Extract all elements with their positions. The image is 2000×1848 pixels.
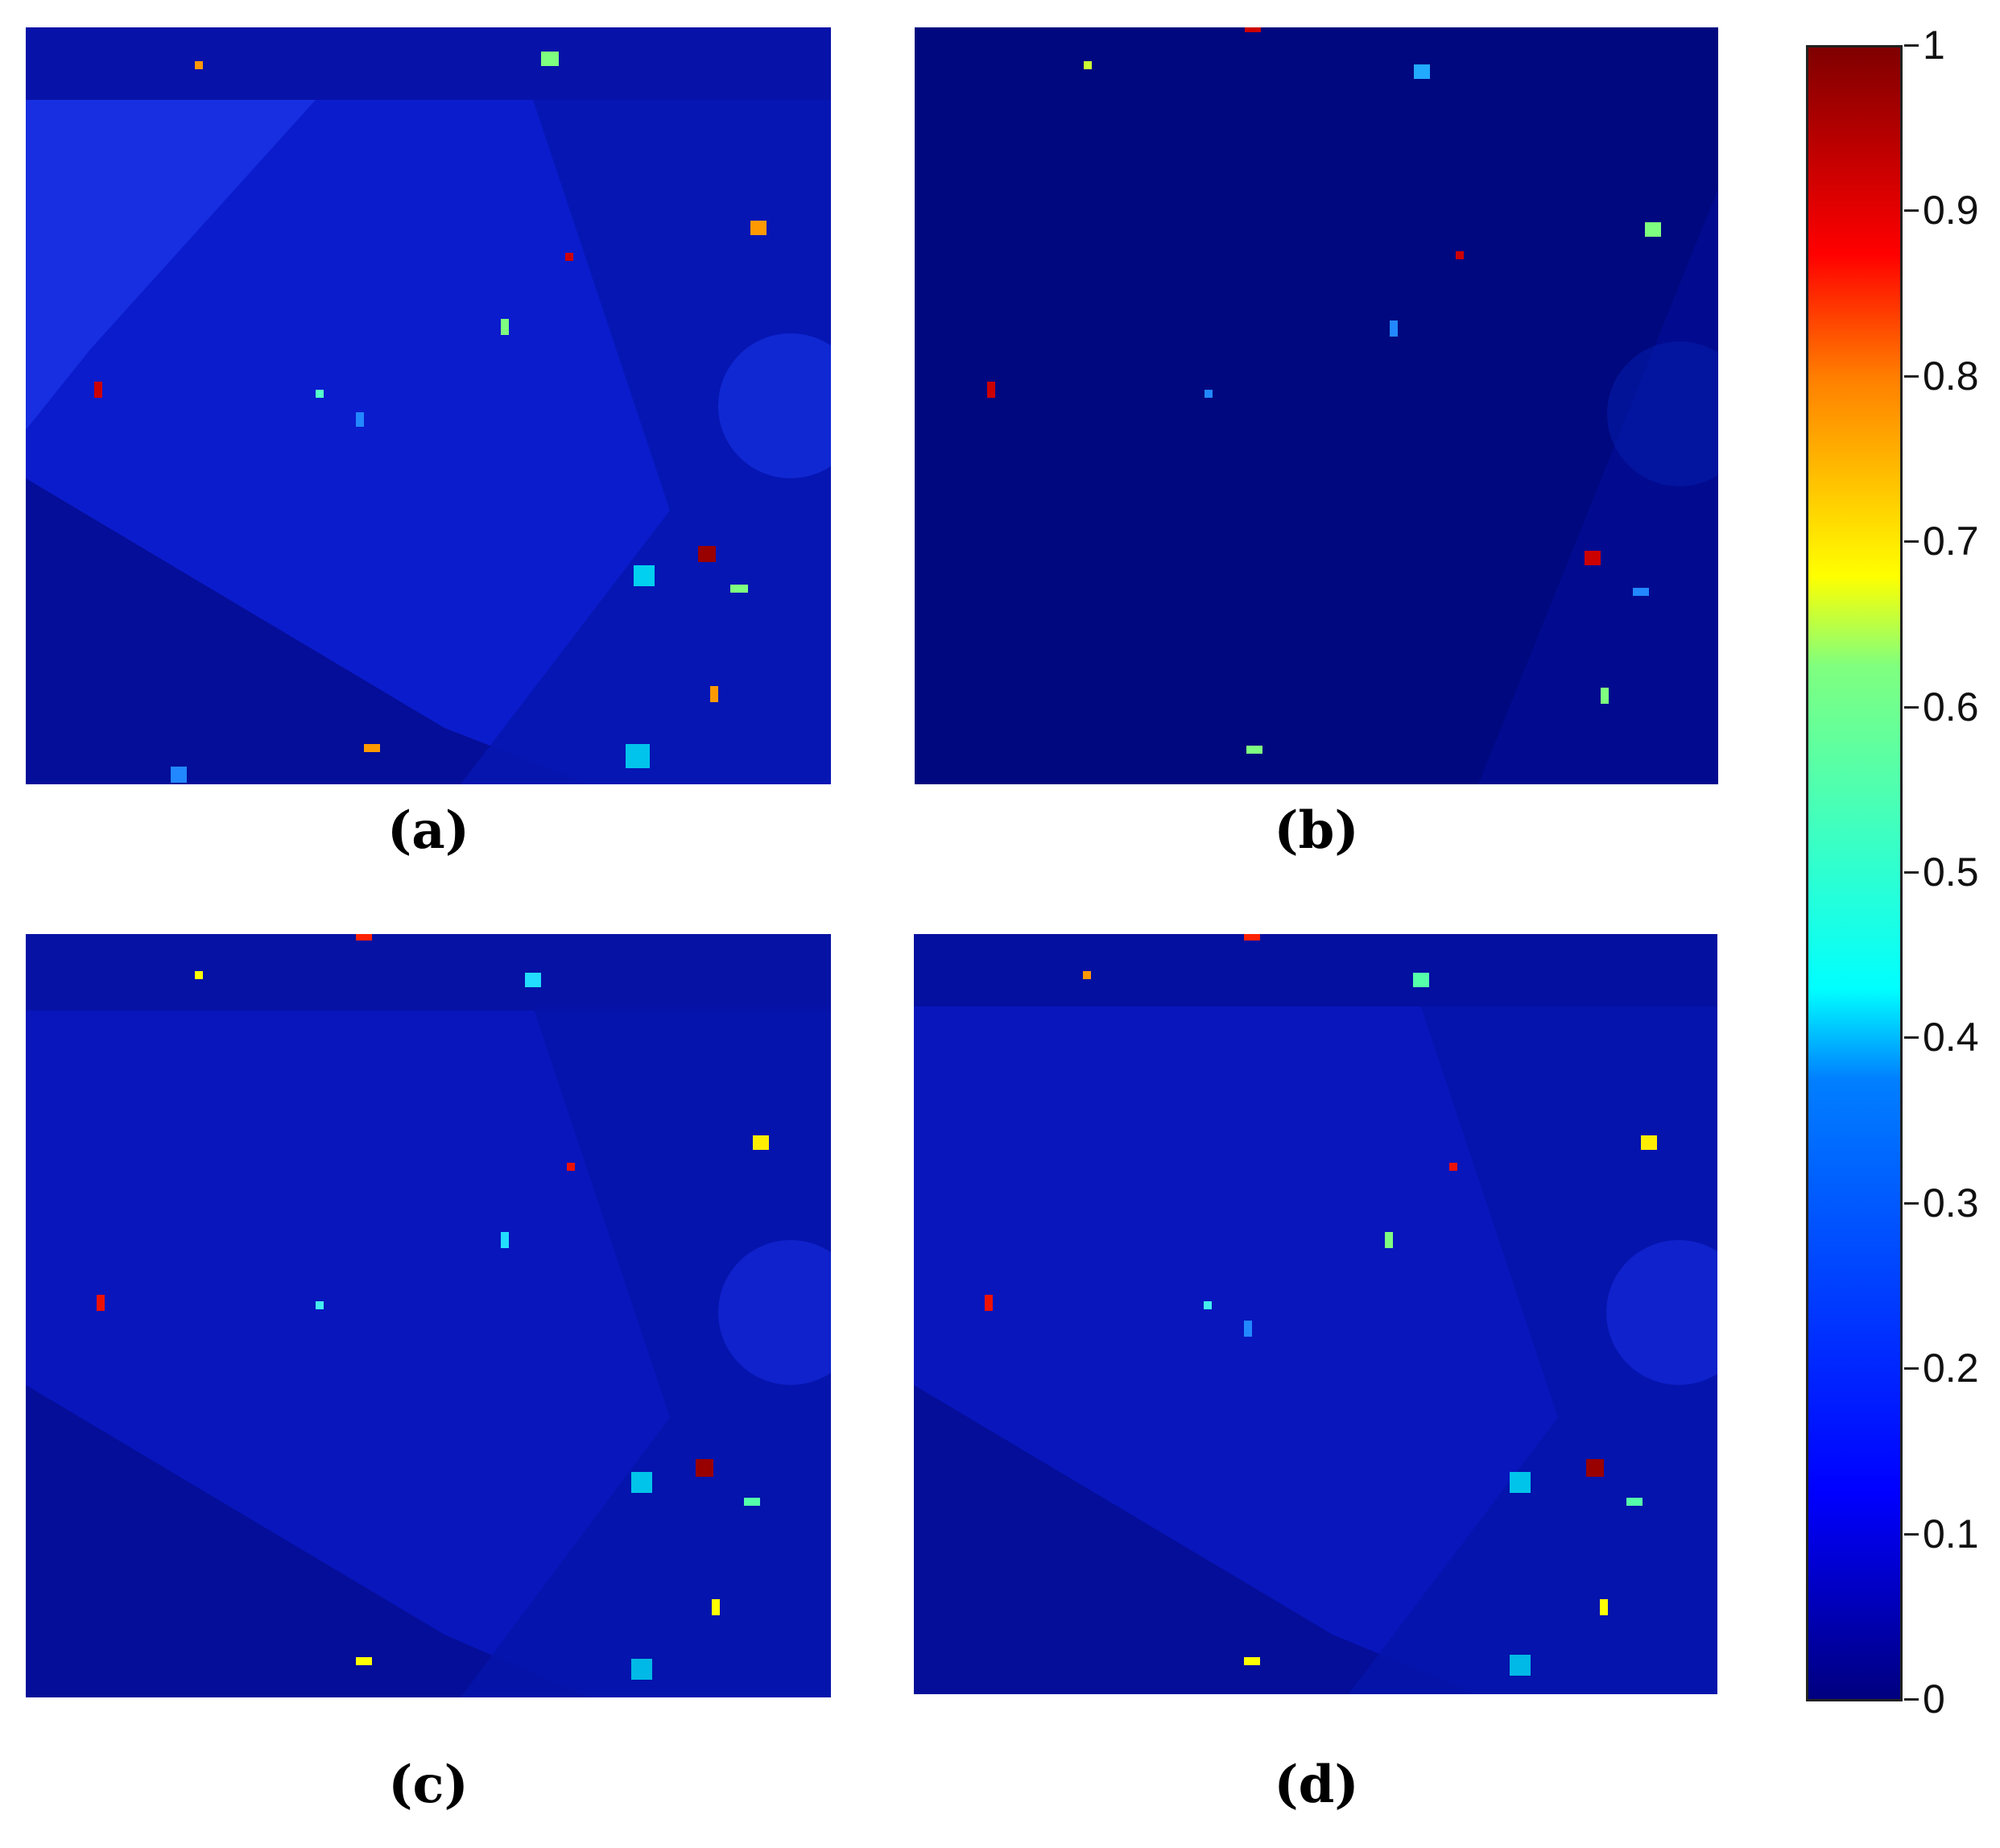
- colorbar-tick-label: 0: [1923, 1676, 1945, 1722]
- colorbar-tick-mark: [1904, 705, 1919, 709]
- colorbar-tick-mark: [1904, 374, 1919, 378]
- colorbar-tick-mark: [1904, 1201, 1919, 1205]
- colorbar-tick-label: 0.6: [1923, 684, 1979, 730]
- colorbar-tick-mark: [1904, 540, 1919, 544]
- colorbar-tick-label: 0.4: [1923, 1015, 1979, 1060]
- panel-c-caption: (c): [388, 1755, 469, 1815]
- panel-a-caption: (a): [386, 800, 470, 861]
- colorbar-tick-mark: [1904, 1367, 1919, 1370]
- colorbar-tick-mark: [1904, 1698, 1919, 1701]
- colorbar-tick-mark: [1904, 1532, 1919, 1536]
- colorbar-tick-mark: [1904, 1036, 1919, 1040]
- panel-c-image: [26, 934, 831, 1697]
- colorbar-tick-label: 0.2: [1923, 1346, 1979, 1391]
- colorbar-tick-mark: [1904, 209, 1919, 213]
- colorbar-tick-label: 0.7: [1923, 519, 1979, 564]
- colorbar-tick-label: 0.8: [1923, 353, 1979, 399]
- panel-d-image: [914, 934, 1717, 1694]
- panel-b-caption: (b): [1274, 800, 1359, 861]
- colorbar-tick-label: 0.1: [1923, 1511, 1979, 1557]
- panel-b-image: [915, 27, 1718, 784]
- colorbar-tick-label: 0.9: [1923, 188, 1979, 234]
- colorbar-tick-label: 0.3: [1923, 1180, 1979, 1226]
- colorbar-tick-label: 1: [1923, 23, 1945, 68]
- colorbar-tick-mark: [1904, 44, 1919, 47]
- colorbar-tick-label: 0.5: [1923, 850, 1979, 895]
- panel-d-caption: (d): [1274, 1755, 1359, 1815]
- colorbar-tick-mark: [1904, 871, 1919, 874]
- panel-a-image: [26, 27, 831, 784]
- colorbar: [1806, 45, 1903, 1701]
